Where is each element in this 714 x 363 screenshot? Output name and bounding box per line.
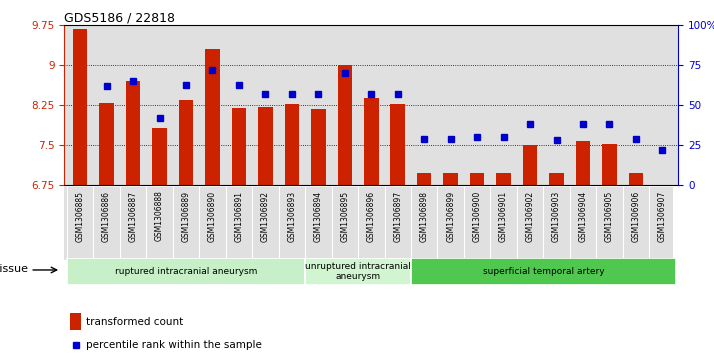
- Bar: [311, 109, 326, 185]
- Bar: [71, 313, 81, 330]
- Bar: [152, 128, 167, 185]
- Bar: [411, 258, 675, 285]
- Text: GSM1306903: GSM1306903: [552, 191, 561, 242]
- Text: percentile rank within the sample: percentile rank within the sample: [86, 340, 261, 350]
- Text: GSM1306889: GSM1306889: [181, 191, 191, 241]
- Bar: [305, 258, 411, 285]
- Bar: [575, 141, 590, 185]
- Bar: [205, 49, 220, 185]
- Text: tissue: tissue: [0, 264, 29, 274]
- Text: superficial temporal artery: superficial temporal artery: [483, 267, 604, 276]
- Text: GSM1306890: GSM1306890: [208, 191, 217, 242]
- Text: GDS5186 / 22818: GDS5186 / 22818: [64, 11, 175, 24]
- Bar: [470, 173, 484, 185]
- Bar: [67, 258, 305, 285]
- Text: GSM1306896: GSM1306896: [367, 191, 376, 242]
- Bar: [443, 174, 458, 185]
- Bar: [391, 104, 405, 185]
- Text: GSM1306899: GSM1306899: [446, 191, 456, 242]
- Bar: [338, 65, 352, 185]
- Text: GSM1306907: GSM1306907: [658, 191, 667, 242]
- Bar: [628, 174, 643, 185]
- Bar: [602, 144, 617, 185]
- Bar: [285, 104, 299, 185]
- Text: GSM1306904: GSM1306904: [578, 191, 588, 242]
- Text: unruptured intracranial
aneurysm: unruptured intracranial aneurysm: [305, 262, 411, 281]
- Bar: [496, 174, 511, 185]
- Text: GSM1306901: GSM1306901: [499, 191, 508, 242]
- Text: GSM1306886: GSM1306886: [102, 191, 111, 241]
- Text: GSM1306891: GSM1306891: [234, 191, 243, 241]
- Text: GSM1306905: GSM1306905: [605, 191, 614, 242]
- Text: GSM1306893: GSM1306893: [287, 191, 296, 242]
- Bar: [417, 173, 431, 185]
- Bar: [364, 98, 378, 185]
- Text: GSM1306885: GSM1306885: [76, 191, 85, 241]
- Bar: [73, 29, 87, 185]
- Bar: [231, 108, 246, 185]
- Text: GSM1306888: GSM1306888: [155, 191, 164, 241]
- Text: ruptured intracranial aneurysm: ruptured intracranial aneurysm: [115, 267, 257, 276]
- Text: GSM1306897: GSM1306897: [393, 191, 402, 242]
- Bar: [178, 100, 193, 185]
- Bar: [549, 174, 564, 185]
- Text: GSM1306900: GSM1306900: [473, 191, 482, 242]
- Text: GSM1306902: GSM1306902: [526, 191, 535, 242]
- Bar: [99, 103, 114, 185]
- Bar: [523, 145, 538, 185]
- Text: GSM1306898: GSM1306898: [420, 191, 428, 241]
- Text: GSM1306892: GSM1306892: [261, 191, 270, 241]
- Text: GSM1306906: GSM1306906: [631, 191, 640, 242]
- Text: GSM1306894: GSM1306894: [314, 191, 323, 242]
- Bar: [655, 185, 670, 186]
- Bar: [126, 81, 141, 185]
- Text: GSM1306887: GSM1306887: [129, 191, 138, 241]
- Bar: [258, 107, 273, 185]
- Text: GSM1306895: GSM1306895: [341, 191, 349, 242]
- Text: transformed count: transformed count: [86, 317, 183, 327]
